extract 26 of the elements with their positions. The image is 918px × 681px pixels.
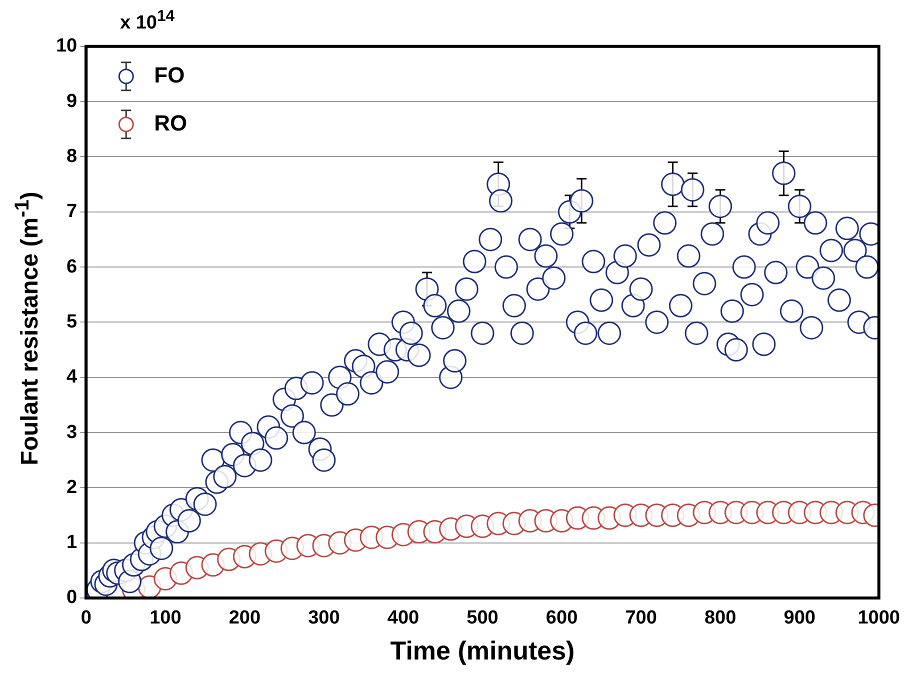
x-tick-label: 600: [546, 608, 578, 629]
y-tick-label: 8: [66, 146, 78, 167]
y-tick-label: 1: [66, 532, 78, 554]
x-tick-label: 0: [80, 608, 92, 629]
x-tick-label: 100: [150, 608, 182, 629]
x-tick-label: 800: [704, 608, 736, 629]
x-tick-label: 900: [784, 608, 816, 629]
y-tick-label: 0: [66, 587, 78, 608]
x-tick-label: 300: [308, 608, 340, 629]
y-tick-label: 10: [56, 36, 78, 57]
y-tick-label: 3: [66, 422, 78, 443]
y-tick-label: 9: [66, 90, 78, 112]
x-tick-label: 1000: [858, 608, 900, 629]
legend-label: RO: [154, 110, 188, 136]
y-tick-label: 5: [66, 311, 78, 332]
y-tick-label: 6: [66, 256, 78, 278]
y-tick-label: 2: [66, 476, 78, 498]
x-tick-label: 700: [625, 608, 657, 629]
text: x 10$^{14}$: [120, 8, 175, 34]
legend-label: FO: [154, 62, 185, 88]
x-tick-label: 500: [466, 608, 498, 629]
x-tick-label: 400: [387, 608, 420, 629]
x-tick-label: 200: [228, 608, 261, 629]
y-tick-label: 4: [66, 366, 78, 388]
y-tick-label: 7: [66, 201, 78, 222]
x-axis-title: Time (minutes): [390, 636, 575, 666]
